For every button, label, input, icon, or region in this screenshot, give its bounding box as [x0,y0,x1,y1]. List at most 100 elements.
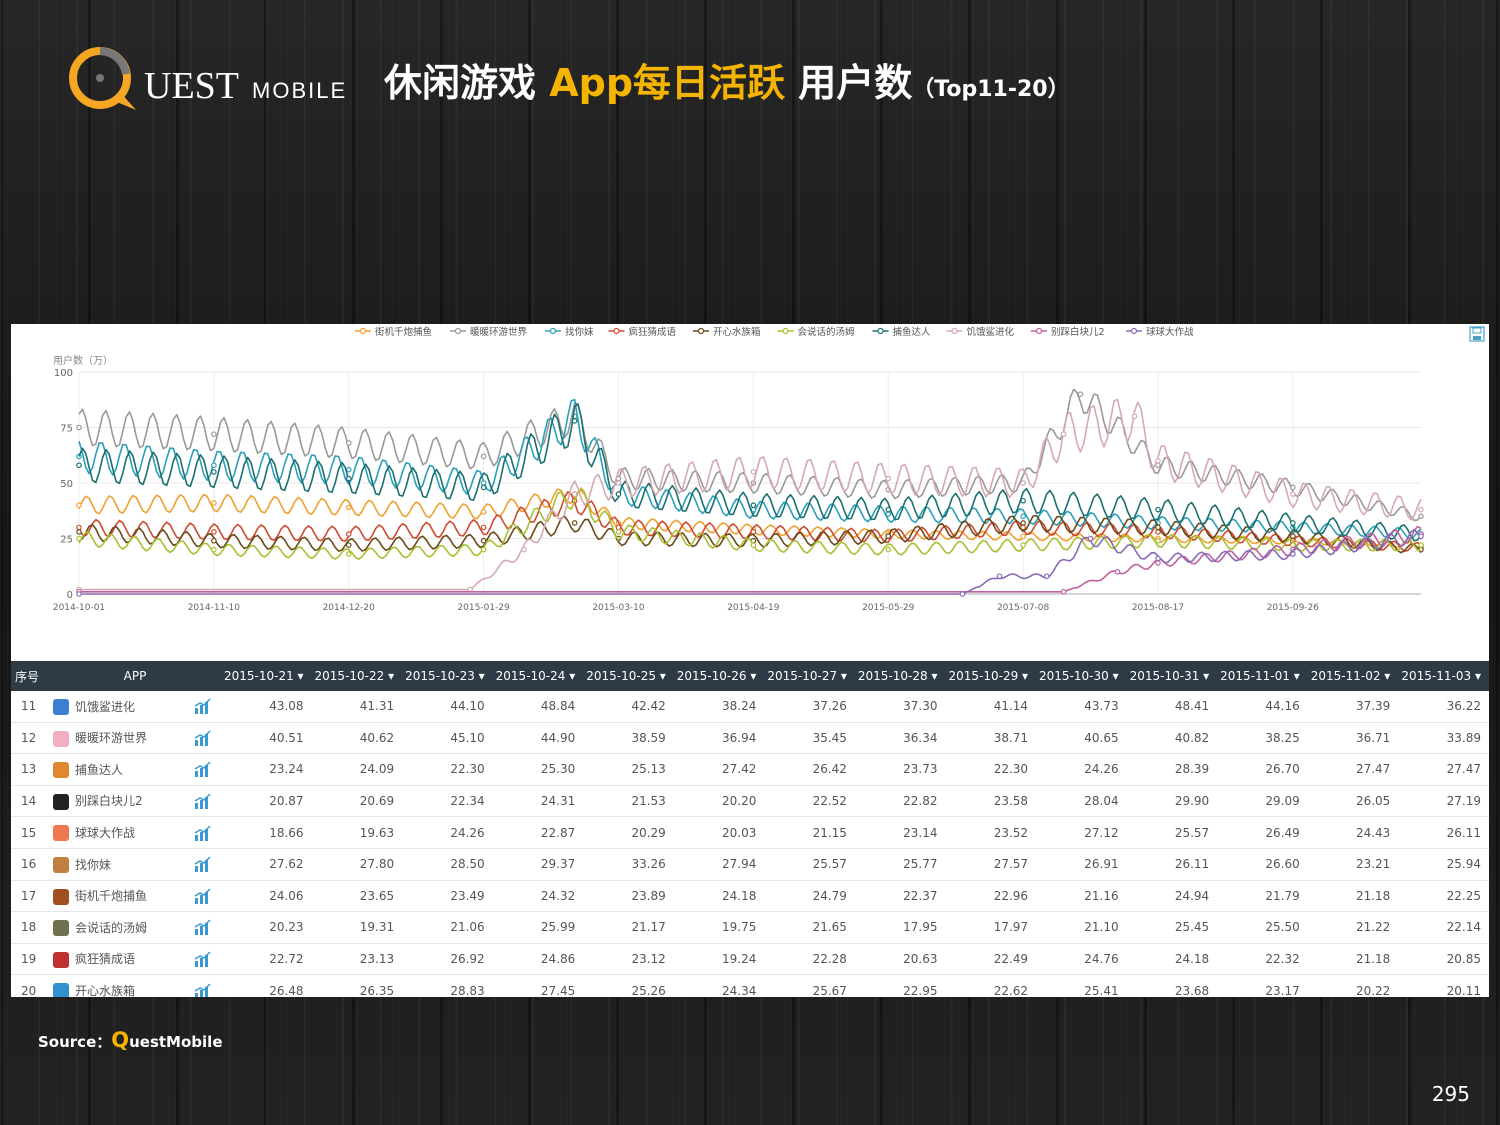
sort-icon: ▾ [746,669,757,683]
trend-chart-icon[interactable] [194,919,212,936]
row-app[interactable]: 捕鱼达人 [49,753,185,786]
data-point [1155,458,1161,464]
cell-value: 23.52 [945,816,1037,849]
trend-chart-icon[interactable] [194,761,212,778]
sort-icon: ▾ [1289,669,1300,683]
save-image-icon[interactable] [1469,326,1485,342]
trend-cell[interactable] [185,816,221,849]
trend-chart-icon[interactable] [194,793,212,810]
row-app[interactable]: 街机千炮捕鱼 [49,880,185,913]
trend-chart-icon[interactable] [194,825,212,841]
title-part-4: （Top11-20） [912,77,1070,102]
trend-chart-icon[interactable] [194,730,212,746]
row-app[interactable]: 饥饿鲨进化 [49,691,185,723]
app-name: 捕鱼达人 [75,762,124,777]
cell-value: 21.15 [764,816,855,849]
cell-value: 27.12 [1036,816,1127,849]
legend-marker [1130,327,1138,335]
header-date-2015-10-22[interactable]: 2015-10-22 ▾ [311,661,403,691]
trend-chart-icon[interactable] [194,888,212,904]
row-app[interactable]: 球球大作战 [49,816,185,849]
cell-value: 26.42 [764,753,855,786]
trend-cell[interactable] [185,848,221,881]
header-date-2015-11-03[interactable]: 2015-11-03 ▾ [1398,661,1489,691]
row-index: 13 [11,753,49,786]
table-row: 18 会说话的汤姆 20.23 19.31 21.06 25.99 21.17 19.75 21… [11,911,1489,944]
legend-label: 球球大作战 [1146,326,1194,338]
data-point [211,462,217,469]
table-row: 13 捕鱼达人 23.24 24.09 22.30 25.30 25.13 27.42 26.4… [11,753,1489,786]
cell-value: 38.59 [583,722,674,755]
trend-cell[interactable] [185,753,221,786]
x-tick-label: 2014-12-20 [323,603,376,613]
row-app[interactable]: 开心水族箱 [49,974,185,997]
cell-value: 26.35 [311,974,403,997]
data-point [1290,533,1296,540]
header-date-2015-11-01[interactable]: 2015-11-01 ▾ [1217,661,1308,691]
y-tick-label: 0 [67,590,73,601]
data-point [750,469,757,475]
header-app[interactable]: APP [49,661,221,691]
data-point [1155,506,1161,513]
cell-value: 25.99 [492,911,584,944]
trend-cell[interactable] [185,691,221,723]
cell-value: 25.50 [1217,911,1308,944]
source-note: Source：QuestMobile [38,1028,223,1052]
header-date-2015-10-21[interactable]: 2015-10-21 ▾ [221,661,312,691]
cell-value: 25.30 [492,753,584,786]
series-line [78,491,1422,552]
data-point [1155,555,1161,562]
trend-cell[interactable] [185,722,221,755]
trend-chart-icon[interactable] [194,951,212,968]
cell-value: 19.75 [673,911,765,944]
header-date-2015-10-31[interactable]: 2015-10-31 ▾ [1126,661,1218,691]
trend-cell[interactable] [185,880,221,913]
cell-value: 24.43 [1307,816,1399,849]
legend-marker [549,327,557,335]
header-date-2015-10-30[interactable]: 2015-10-30 ▾ [1036,661,1127,691]
app-icon [53,793,69,810]
data-point [211,500,217,506]
data-point [1131,413,1138,420]
row-app[interactable]: 会说话的汤姆 [49,911,185,944]
trend-cell[interactable] [185,911,221,944]
cell-value: 26.92 [402,943,493,976]
row-app[interactable]: 暖暖环游世界 [49,722,185,755]
cell-value: 24.94 [1126,880,1218,913]
header-date-2015-10-26[interactable]: 2015-10-26 ▾ [673,661,765,691]
table-row: 15 球球大作战 18.66 19.63 24.26 22.87 20.29 20.03 21.… [11,816,1489,849]
cell-value: 43.08 [221,691,312,723]
data-point [615,491,622,497]
trend-chart-icon[interactable] [194,983,212,997]
title-part-2: App每日活跃 [549,61,786,105]
trend-cell[interactable] [185,974,221,997]
data-point [76,535,82,542]
cell-value: 22.49 [945,943,1037,976]
legend-label: 捕鱼达人 [893,326,932,338]
header-date-2015-10-27[interactable]: 2015-10-27 ▾ [764,661,855,691]
cell-value: 20.03 [673,816,765,849]
cell-value: 21.17 [583,911,674,944]
row-app[interactable]: 别踩白块儿2 [49,785,185,818]
header-date-2015-10-24[interactable]: 2015-10-24 ▾ [492,661,584,691]
cell-value: 26.11 [1398,816,1489,849]
trend-chart-icon[interactable] [194,698,212,715]
cell-value: 20.63 [854,943,946,976]
cell-value: 22.52 [764,785,855,818]
legend-marker [697,327,705,335]
trend-cell[interactable] [185,943,221,976]
row-app[interactable]: 找你妹 [49,848,185,881]
title-part-3: 用户数 [785,61,913,105]
header-date-2015-10-29[interactable]: 2015-10-29 ▾ [945,661,1037,691]
trend-cell[interactable] [185,785,221,818]
app-name: 饥饿鲨进化 [75,699,136,714]
header-date-2015-10-23[interactable]: 2015-10-23 ▾ [402,661,493,691]
header-date-2015-10-28[interactable]: 2015-10-28 ▾ [854,661,946,691]
row-app[interactable]: 疯狂猜成语 [49,943,185,976]
cell-value: 27.42 [673,753,765,786]
header-date-2015-10-25[interactable]: 2015-10-25 ▾ [583,661,674,691]
trend-chart-icon[interactable] [194,856,212,873]
series-line [79,528,1422,595]
x-tick-label: 2015-07-08 [997,603,1050,613]
header-date-2015-11-02[interactable]: 2015-11-02 ▾ [1307,661,1399,691]
